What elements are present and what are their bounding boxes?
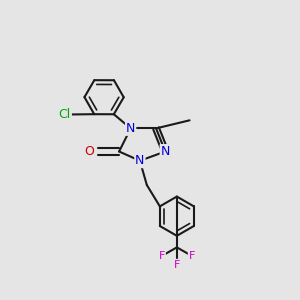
- Text: F: F: [189, 251, 195, 261]
- Text: F: F: [159, 251, 165, 261]
- Text: N: N: [160, 145, 170, 158]
- Text: N: N: [135, 154, 145, 167]
- Text: F: F: [174, 260, 180, 270]
- Text: N: N: [126, 122, 135, 135]
- Text: O: O: [84, 145, 94, 158]
- Text: Cl: Cl: [59, 108, 71, 121]
